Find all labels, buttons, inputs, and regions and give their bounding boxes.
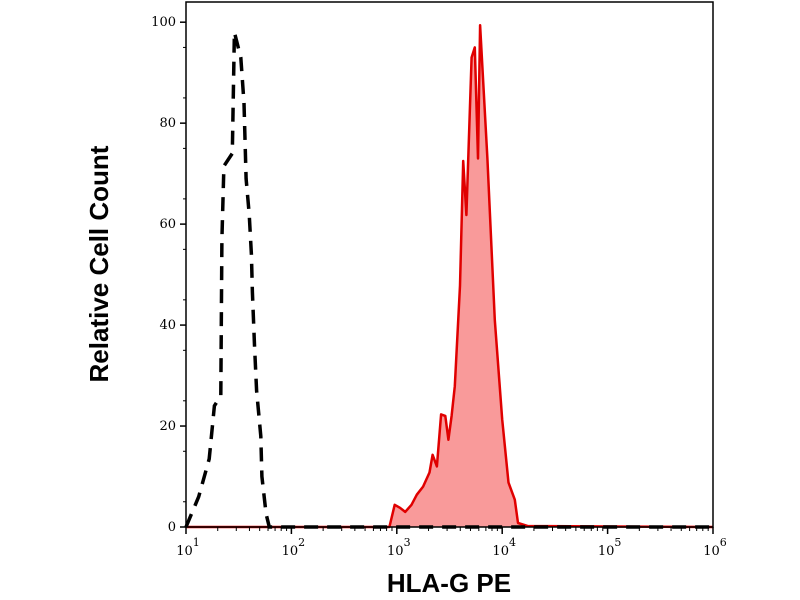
- y-tick-label: 80: [159, 116, 176, 131]
- x-tick-base: 10: [703, 544, 720, 559]
- x-tick-label: 103: [387, 536, 411, 559]
- x-tick-label: 106: [703, 536, 727, 559]
- y-axis-title: Relative Cell Count: [84, 145, 114, 382]
- x-tick-base: 10: [598, 544, 615, 559]
- x-tick-base: 10: [282, 544, 299, 559]
- series-layer: [184, 23, 714, 529]
- x-tick-base: 10: [176, 544, 193, 559]
- x-tick-exp: 4: [509, 536, 516, 549]
- series-0-dashed-line: [184, 31, 713, 529]
- x-axis-title: HLA-G PE: [387, 568, 511, 598]
- x-tick-exp: 2: [298, 536, 305, 549]
- y-tick-label: 0: [168, 520, 176, 535]
- x-tick-label: 104: [492, 536, 516, 559]
- x-tick-label: 101: [176, 536, 200, 559]
- x-tick-label: 102: [282, 536, 306, 559]
- x-tick-exp: 3: [404, 536, 411, 549]
- x-tick-exp: 6: [720, 536, 727, 549]
- x-tick-base: 10: [492, 544, 509, 559]
- plot-frame: [185, 1, 714, 528]
- x-tick-exp: 5: [614, 536, 621, 549]
- x-tick-label: 105: [598, 536, 622, 559]
- x-tick-exp: 1: [193, 536, 200, 549]
- series-1-line: [186, 23, 714, 529]
- y-tick-label: 40: [159, 318, 176, 333]
- y-tick-label: 20: [159, 419, 176, 434]
- x-tick-base: 10: [387, 544, 404, 559]
- y-tick-label: 60: [159, 217, 176, 232]
- y-tick-label: 100: [151, 15, 176, 30]
- series-1-area: [186, 25, 713, 527]
